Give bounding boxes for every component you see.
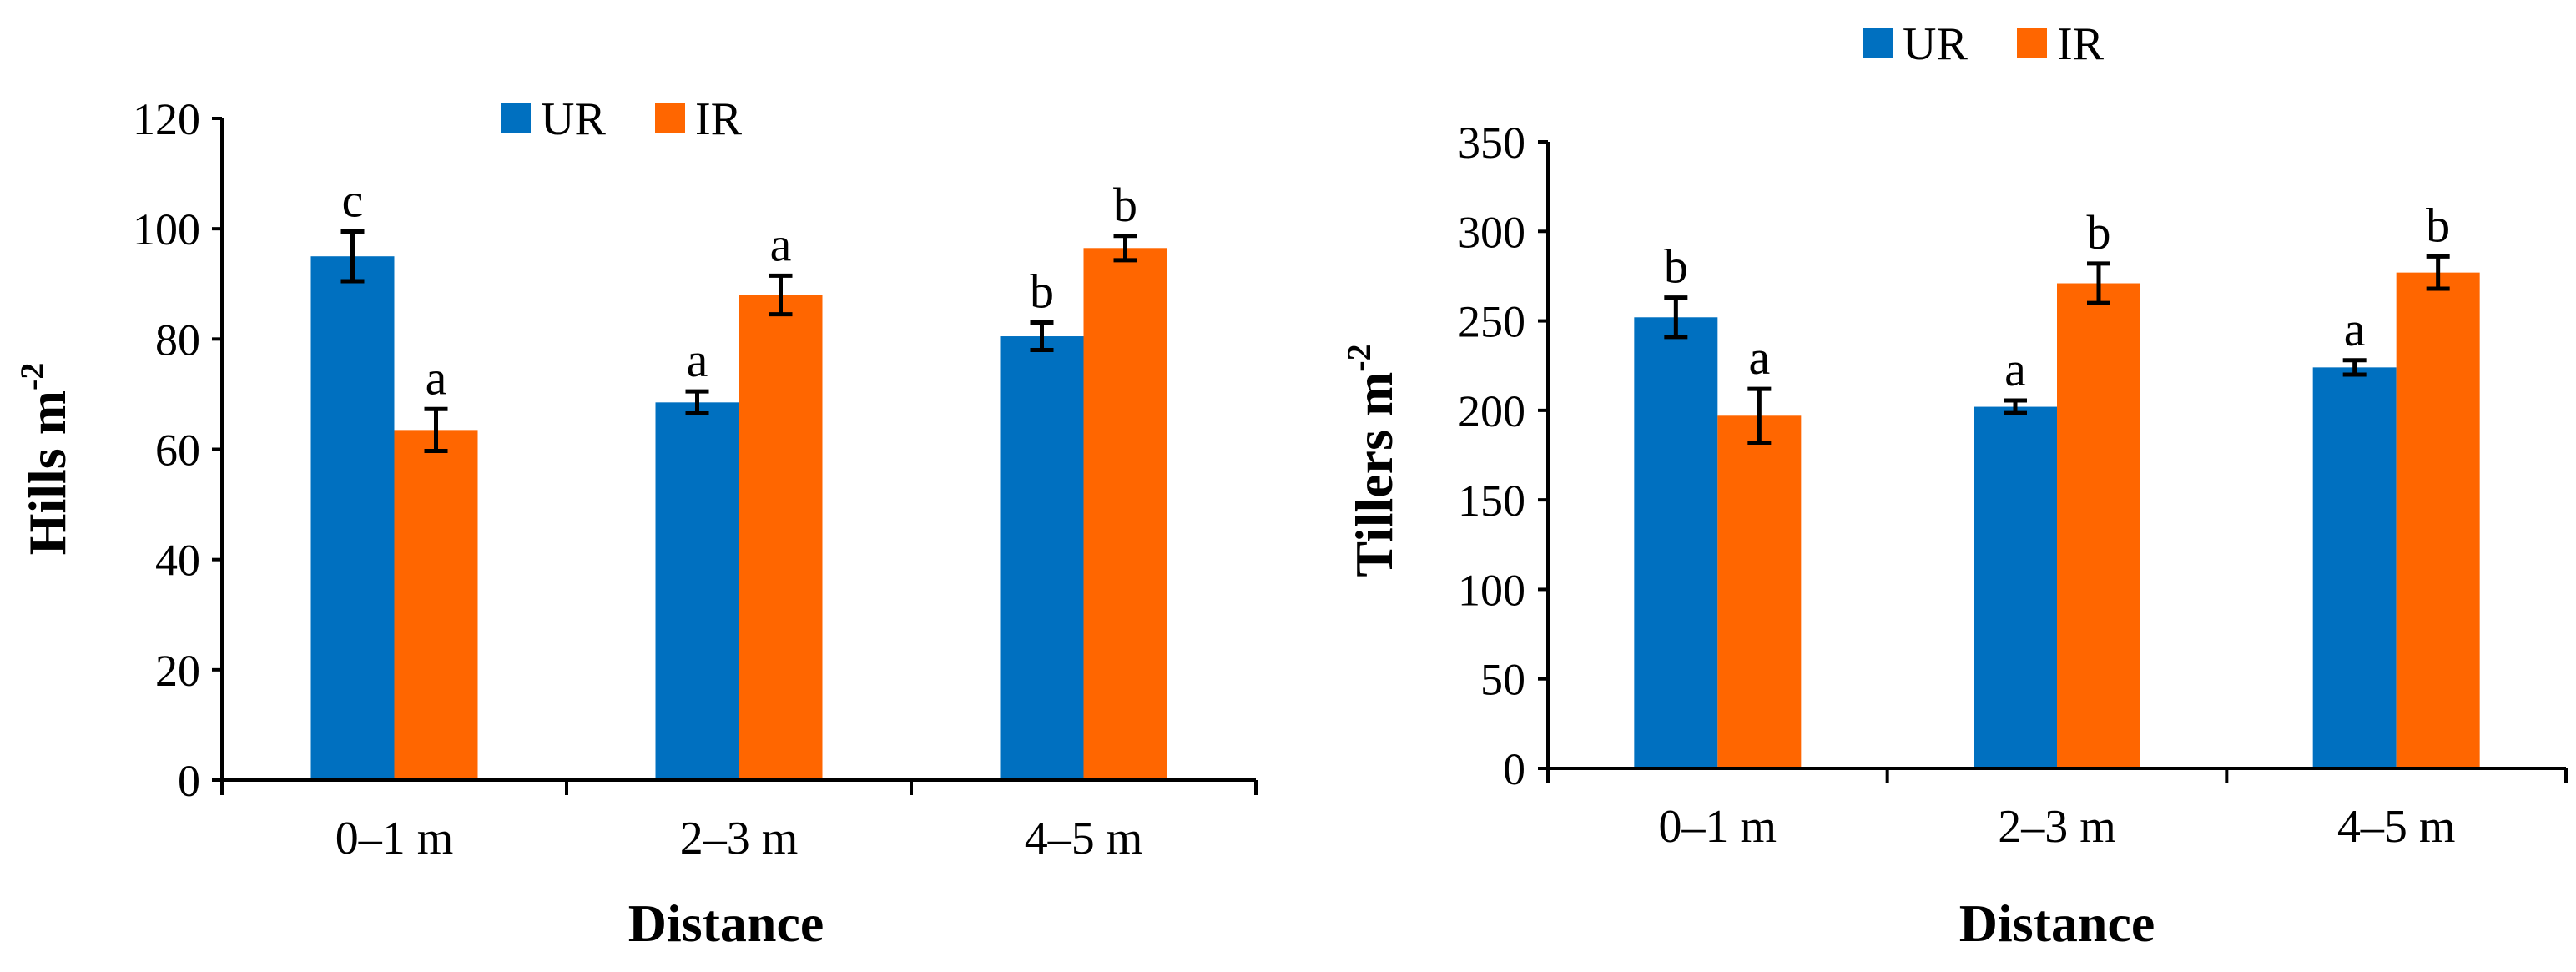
significance-letter: a: [2344, 302, 2366, 356]
legend-label-ir: IR: [695, 93, 743, 145]
significance-letter: a: [770, 217, 792, 271]
y-tick-label: 50: [1480, 655, 1525, 705]
bars: [310, 248, 1167, 780]
y-tick-label: 150: [1458, 476, 1525, 526]
bar-ir: [1717, 415, 1802, 768]
significance-letter: a: [1748, 330, 1770, 385]
y-tick-label: 0: [1503, 744, 1525, 794]
legend-label-ir: IR: [2057, 18, 2105, 70]
bars: [1634, 272, 2480, 768]
x-axis-title: Distance: [1959, 894, 2155, 953]
bar-ur: [655, 402, 739, 780]
bar-ur: [1974, 406, 2057, 768]
y-tick-label: 60: [155, 426, 200, 476]
error-bars: [1664, 254, 2450, 445]
x-axis-title: Distance: [628, 894, 824, 953]
y-axis-title: Tillers m-2: [1340, 344, 1404, 577]
y-tick-label: 0: [178, 756, 200, 806]
x-tick-labels: 0–1 m 2–3 m 4–5 m: [335, 813, 1143, 864]
significance-letter: a: [687, 333, 708, 387]
y-tick-label: 40: [155, 536, 200, 586]
legend-swatch-ir: [2017, 28, 2047, 58]
y-tick-label: 20: [155, 646, 200, 696]
significance-letters: c a a a b b: [342, 173, 1137, 405]
bar-ur: [1634, 317, 1718, 768]
y-tick-label: 100: [1458, 565, 1525, 615]
bar-ur: [1000, 336, 1084, 780]
y-tick-label: 100: [133, 204, 200, 254]
y-axis-title: Hills m-2: [13, 363, 77, 556]
bar-ir: [2396, 272, 2480, 768]
y-tick-label: 80: [155, 315, 200, 365]
significance-letter: a: [2004, 342, 2026, 396]
x-tick-label: 0–1 m: [1659, 801, 1777, 853]
significance-letter: b: [2426, 198, 2450, 252]
y-tick-label: 250: [1458, 297, 1525, 347]
bar-ir: [2057, 283, 2140, 768]
bar-ir: [394, 430, 478, 780]
legend-swatch-ur: [501, 103, 531, 133]
error-bars: [340, 229, 1137, 453]
bar-ir: [739, 295, 823, 780]
significance-letters: b a a b a b: [1664, 198, 2450, 396]
significance-letter: b: [1030, 264, 1054, 319]
y-tick-label: 120: [133, 94, 200, 144]
legend-label-ur: UR: [541, 93, 606, 145]
y-tick-labels: 0 50 100 150 200 250 300 350: [1458, 118, 1525, 794]
y-tick-label: 300: [1458, 207, 1525, 257]
legend-swatch-ur: [1863, 28, 1893, 58]
y-tick-label: 350: [1458, 118, 1525, 168]
y-tick-labels: 0 20 40 60 80 100 120: [133, 94, 200, 806]
significance-letter: b: [1113, 178, 1137, 232]
x-tick-label: 4–5 m: [2337, 801, 2456, 853]
legend-swatch-ir: [655, 103, 685, 133]
hills-chart: UR IR 0 20 40 60 80 100 120 c a a a b b 0–1 m 2–3 m 4…: [13, 93, 1258, 953]
legend: UR IR: [501, 93, 743, 145]
x-tick-label: 4–5 m: [1025, 813, 1143, 864]
y-tick-label: 200: [1458, 386, 1525, 436]
x-tick-labels: 0–1 m 2–3 m 4–5 m: [1659, 801, 2456, 853]
legend-label-ur: UR: [1903, 18, 1968, 70]
axes: [1538, 140, 2568, 783]
legend: UR IR: [1863, 18, 2105, 70]
x-tick-label: 2–3 m: [1998, 801, 2116, 853]
tillers-chart: UR IR 0 50 100 150 200 250 300 350 b a a b a b 0–1 m…: [1340, 18, 2568, 953]
bar-ir: [1083, 248, 1167, 780]
significance-letter: b: [2087, 205, 2111, 259]
axes: [212, 117, 1258, 795]
significance-letter: a: [426, 350, 447, 405]
significance-letter: b: [1664, 239, 1688, 294]
bar-ur: [310, 256, 395, 780]
significance-letter: c: [342, 173, 364, 227]
x-tick-label: 0–1 m: [335, 813, 454, 864]
x-tick-label: 2–3 m: [680, 813, 799, 864]
bar-ur: [2312, 367, 2397, 768]
